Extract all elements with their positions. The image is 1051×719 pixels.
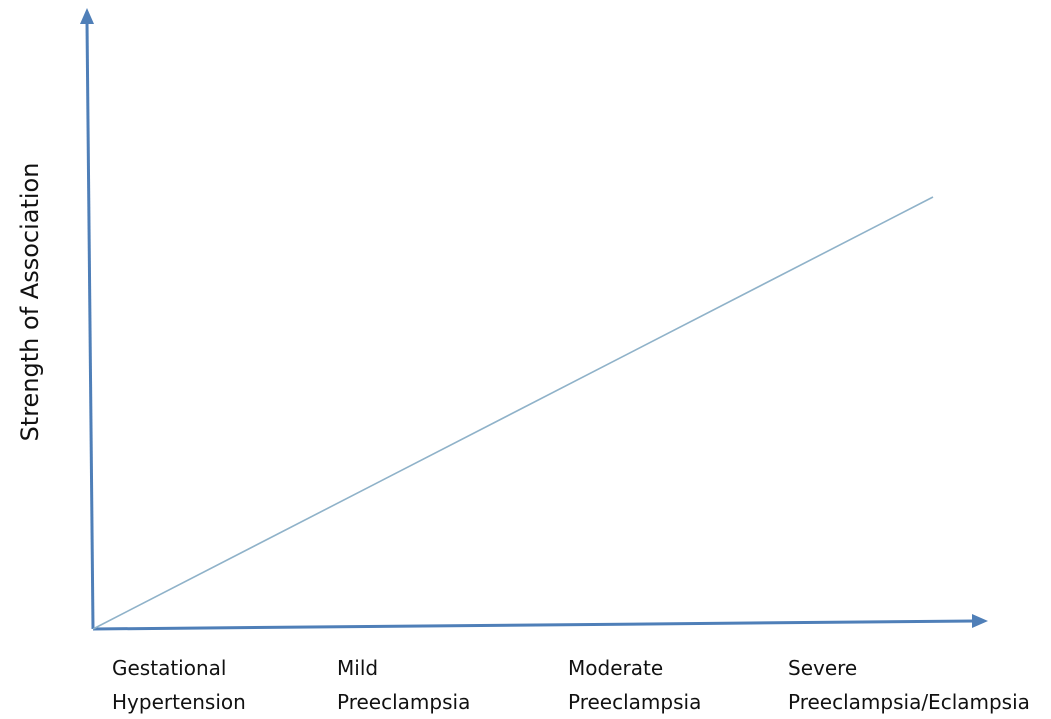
category-label-line: Hypertension <box>112 690 246 714</box>
category-label-severe-preeclampsia-eclampsia: Severe Preeclampsia/Eclampsia <box>788 651 1030 719</box>
category-label-line: Gestational <box>112 656 227 680</box>
category-label-line: Mild <box>337 656 379 680</box>
category-label-gestational-hypertension: Gestational Hypertension <box>112 651 246 719</box>
y-axis-title: Strength of Association <box>16 162 44 442</box>
trend-line <box>92 196 934 630</box>
x-axis-arrowhead <box>972 614 988 628</box>
category-label-moderate-preeclampsia: Moderate Preeclampsia <box>568 651 701 719</box>
x-axis <box>92 619 976 631</box>
category-label-line: Severe <box>788 656 858 680</box>
y-axis-arrowhead <box>80 8 94 24</box>
category-label-line: Preeclampsia/Eclampsia <box>788 690 1030 714</box>
category-label-line: Preeclampsia <box>568 690 702 714</box>
category-label-line: Moderate <box>568 656 664 680</box>
category-label-mild-preeclampsia: Mild Preeclampsia <box>337 651 470 719</box>
y-axis <box>85 21 95 630</box>
category-label-line: Preeclampsia <box>337 690 471 714</box>
